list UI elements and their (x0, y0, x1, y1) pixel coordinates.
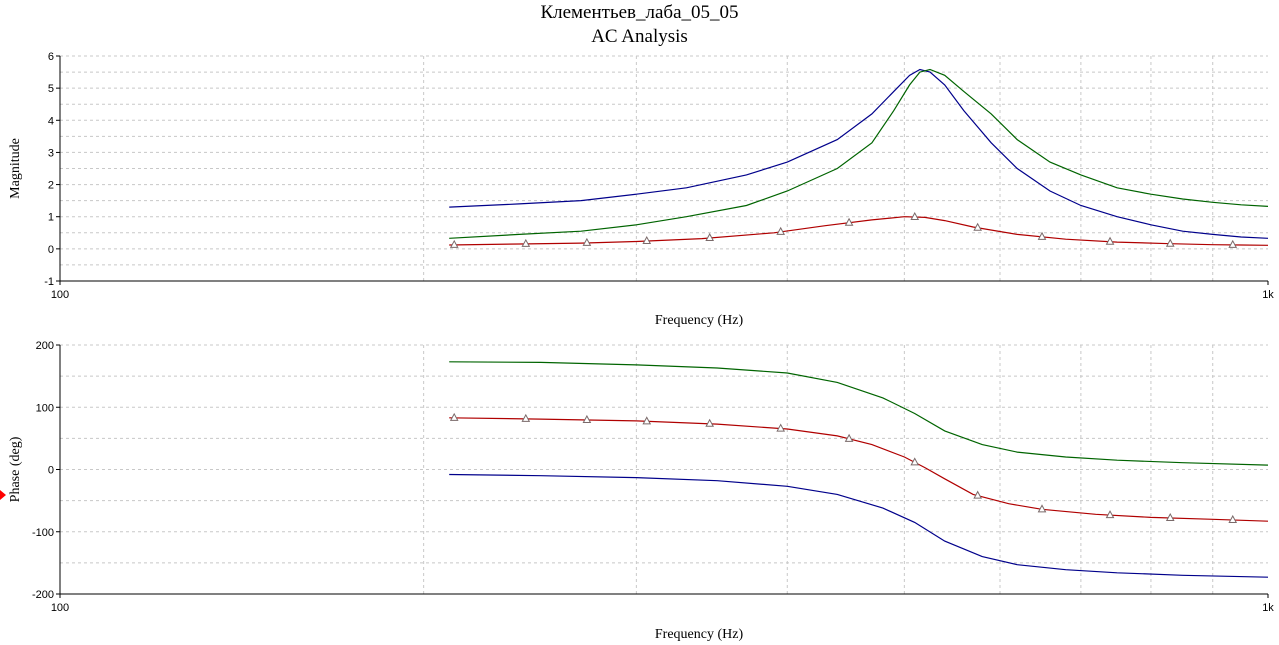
plot-1: -1 0 1 2 3 4 5 6 100 1k Frequency (Hz) Magnitude (8, 51, 1274, 328)
series-line-red (449, 417, 1269, 522)
y-tick-label: -1 (44, 276, 54, 288)
x-axis-label: Frequency (Hz) (655, 313, 744, 328)
data-point-marker (844, 433, 854, 442)
y-tick-label: -100 (32, 527, 54, 539)
data-point-marker (582, 237, 592, 246)
y-tick-label: 100 (36, 402, 54, 414)
data-point-marker (582, 414, 592, 423)
data-point-marker (521, 238, 531, 247)
series-line-green (449, 361, 1269, 466)
x-axis-label: Frequency (Hz) (655, 627, 744, 642)
x-tick-label: 100 (51, 602, 69, 614)
data-point-marker (776, 423, 786, 432)
y-tick-label: 2 (48, 180, 54, 192)
data-point-marker (973, 490, 983, 499)
data-point-marker (910, 211, 920, 221)
y-tick-label: -200 (32, 589, 54, 601)
data-point-marker (705, 232, 715, 241)
data-point-marker (449, 239, 459, 248)
data-point-marker (642, 416, 652, 425)
data-point-marker (1165, 238, 1175, 247)
y-tick-label: 6 (48, 51, 54, 63)
y-tick-label: 1 (48, 212, 54, 224)
y-tick-label: 3 (48, 147, 54, 159)
active-trace-marker-icon (0, 490, 6, 500)
data-point-marker (1105, 236, 1115, 245)
data-point-marker (776, 226, 786, 235)
series-line-red (449, 216, 1269, 246)
data-point-marker (521, 413, 531, 422)
y-axis-label: Magnitude (8, 138, 23, 199)
series-line-green (449, 68, 1269, 239)
x-tick-label: 1k (1262, 289, 1274, 301)
data-point-marker (449, 412, 459, 421)
data-point-marker (642, 235, 652, 245)
y-tick-label: 0 (48, 244, 54, 256)
data-point-marker (1228, 514, 1238, 523)
y-tick-label: 0 (48, 465, 54, 477)
chart-subtitle: AC Analysis (591, 26, 688, 47)
data-point-marker (1165, 512, 1175, 522)
series-line-blue (449, 473, 1269, 578)
series-line-blue (449, 68, 1269, 239)
y-axis-label: Phase (deg) (8, 436, 23, 502)
data-point-marker (1037, 231, 1047, 240)
plot-2: -200 -100 0 100 200 100 1k Frequency (Hz) Phase … (8, 340, 1274, 642)
data-point-marker (910, 457, 920, 466)
data-point-marker (973, 222, 983, 231)
data-point-marker (1037, 504, 1047, 513)
data-point-marker (844, 217, 854, 226)
y-tick-label: 4 (48, 115, 54, 127)
data-point-marker (1105, 510, 1115, 519)
data-point-marker (705, 418, 715, 427)
y-tick-label: 5 (48, 83, 54, 95)
y-tick-label: 200 (36, 340, 54, 352)
x-tick-label: 1k (1262, 602, 1274, 614)
chart-title: Клементьев_лаба_05_05 (540, 2, 739, 23)
data-point-marker (1228, 239, 1238, 248)
x-tick-label: 100 (51, 289, 69, 301)
